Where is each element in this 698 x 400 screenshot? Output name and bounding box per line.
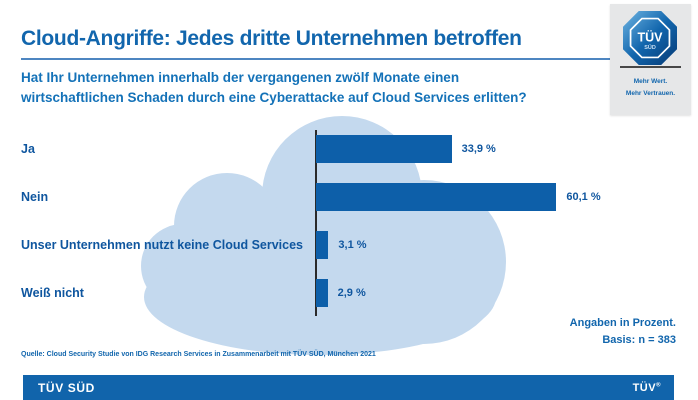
bar-value-label: 2,9 % — [337, 287, 366, 299]
chart-question-line2: wirtschaftlichen Schaden durch eine Cybe… — [21, 89, 527, 105]
chart-question: Hat Ihr Unternehmen innerhalb der vergan… — [21, 68, 527, 107]
category-label: Nein — [21, 190, 49, 204]
bar-value-label: 60,1 % — [566, 191, 601, 203]
bar-3 — [316, 231, 329, 259]
brand-claim-line1: Mehr Wert. — [633, 78, 668, 85]
bar-4 — [316, 279, 328, 307]
tuev-sued-logo-icon: TÜV SÜD — [623, 11, 677, 65]
page-title: Cloud-Angriffe: Jedes dritte Unternehmen… — [21, 27, 522, 50]
chart-question-line1: Hat Ihr Unternehmen innerhalb der vergan… — [21, 70, 460, 85]
footer-brand-label: TÜV SÜD — [38, 380, 95, 395]
unit-note: Angaben in Prozent. — [569, 317, 676, 329]
footer-trademark-label: TÜV® — [632, 381, 661, 394]
title-divider — [21, 58, 610, 60]
logo-text-top: TÜV — [638, 30, 664, 45]
bar-1 — [316, 135, 452, 163]
category-label: Weiß nicht — [21, 286, 84, 300]
source-note: Quelle: Cloud Security Studie von IDG Re… — [21, 351, 376, 358]
bar-value-label: 33,9 % — [461, 143, 496, 155]
claim-divider — [620, 66, 681, 68]
brand-claim: Mehr Wert. Mehr Vertrauen. — [610, 76, 691, 101]
logo-text-bottom: SÜD — [644, 44, 656, 51]
bar-2 — [316, 183, 557, 211]
basis-note: Basis: n = 383 — [602, 333, 676, 346]
brand-box: TÜV SÜD Mehr Wert. Mehr Vertrauen. — [610, 4, 691, 115]
bar-value-label: 3,1 % — [338, 239, 367, 251]
chart-axis-line — [315, 130, 317, 316]
category-label: Unser Unternehmen nutzt keine Cloud Serv… — [21, 238, 304, 252]
category-label: Ja — [21, 142, 35, 156]
chart-notes: Angaben in Prozent. Basis: n = 383 — [570, 315, 676, 348]
brand-claim-line2: Mehr Vertrauen. — [625, 90, 676, 98]
footer-bar: TÜV SÜD TÜV® — [23, 375, 674, 400]
